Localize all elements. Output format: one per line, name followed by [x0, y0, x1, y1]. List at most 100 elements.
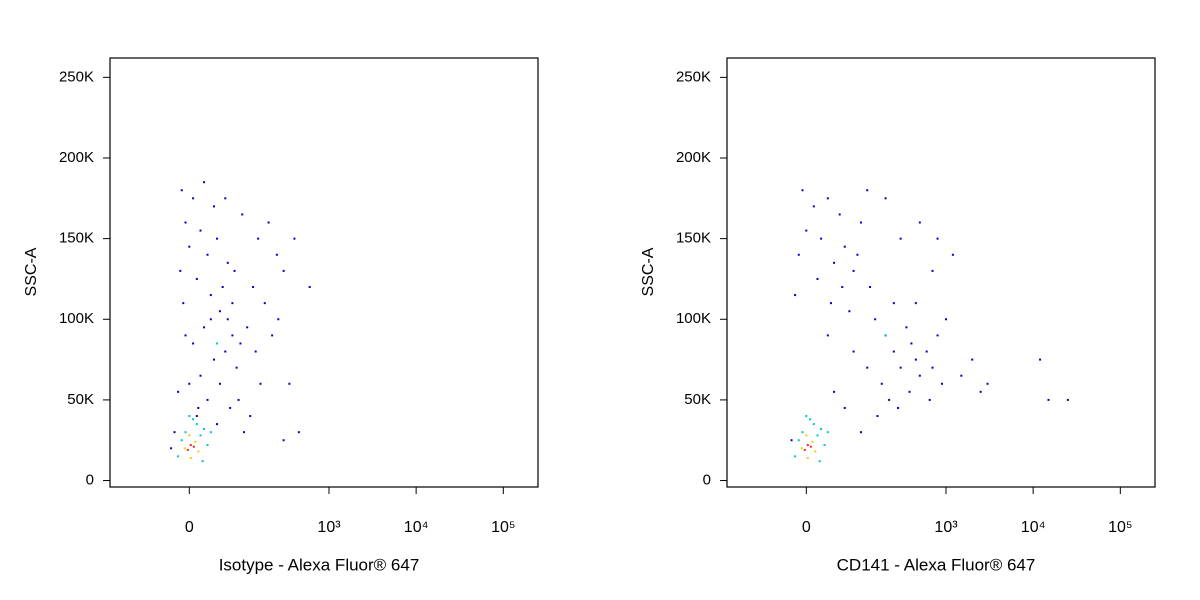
event-dot: [267, 221, 270, 224]
event-dot: [852, 350, 855, 353]
event-dot: [221, 286, 224, 289]
event-dot: [910, 342, 913, 345]
event-dot: [928, 398, 931, 401]
y-tick-label: 100K: [676, 310, 711, 327]
event-dot: [226, 261, 229, 264]
event-dot: [951, 253, 954, 256]
event-dot: [818, 460, 821, 463]
event-dot: [184, 221, 187, 224]
event-dot: [823, 444, 826, 447]
x-tick-label: 10³: [934, 519, 958, 536]
event-dot: [231, 334, 234, 337]
event-dot: [224, 350, 227, 353]
event-dot: [203, 181, 206, 184]
event-dot: [195, 423, 198, 426]
event-dot: [833, 261, 836, 264]
x-axis-label: Isotype - Alexa Fluor® 647: [219, 555, 420, 574]
event-dot: [797, 439, 800, 442]
event-dot: [271, 334, 274, 337]
event-dot: [173, 431, 176, 434]
event-dot: [233, 269, 236, 272]
event-dot: [197, 406, 200, 409]
plot-frame: [109, 57, 539, 488]
event-dot: [805, 415, 808, 418]
event-dot: [880, 382, 883, 385]
event-dot: [816, 277, 819, 280]
event-dot: [213, 205, 216, 208]
x-tick-label: 0: [185, 519, 194, 536]
y-tick-label: 200K: [59, 149, 94, 166]
event-dot: [192, 342, 195, 345]
event-dot: [183, 447, 186, 450]
event-dot: [297, 431, 300, 434]
event-dot: [801, 431, 804, 434]
x-axis-label: CD141 - Alexa Fluor® 647: [837, 555, 1036, 574]
event-dot: [231, 302, 234, 305]
event-dot: [805, 229, 808, 232]
event-dot: [263, 302, 266, 305]
y-axis-label: SSC-A: [640, 247, 657, 296]
event-dot: [189, 456, 192, 459]
event-dot: [177, 390, 180, 393]
event-dot: [892, 350, 895, 353]
event-dot: [170, 447, 173, 450]
event-dot: [833, 390, 836, 393]
event-dot: [203, 427, 206, 430]
plot-frame: [726, 57, 1156, 488]
event-dot: [801, 189, 804, 192]
event-dot: [229, 406, 232, 409]
event-dot: [224, 197, 227, 200]
x-tick-label: 10⁵: [491, 519, 515, 536]
event-dot: [194, 440, 197, 443]
event-dot: [884, 334, 887, 337]
event-dot: [180, 439, 183, 442]
event-dot: [206, 398, 209, 401]
y-tick-label: 0: [703, 472, 711, 489]
event-dot: [188, 245, 191, 248]
event-dot: [800, 447, 803, 450]
event-dot: [986, 382, 989, 385]
event-dot: [218, 382, 221, 385]
event-dot: [790, 439, 793, 442]
event-dot: [806, 456, 809, 459]
y-tick-label: 250K: [59, 68, 94, 85]
event-dot: [192, 418, 195, 421]
event-dot: [852, 269, 855, 272]
event-dot: [914, 358, 917, 361]
event-dot: [803, 448, 806, 451]
event-dot: [199, 374, 202, 377]
event-dot: [259, 382, 262, 385]
event-dot: [218, 310, 221, 313]
event-dot: [905, 326, 908, 329]
y-axis-label: SSC-A: [23, 247, 40, 296]
event-dot: [812, 423, 815, 426]
event-dot: [239, 342, 242, 345]
event-dot: [794, 455, 797, 458]
event-dot: [1039, 358, 1042, 361]
event-dot: [897, 406, 900, 409]
event-dot: [960, 374, 963, 377]
event-dot: [1066, 398, 1069, 401]
event-dot: [866, 189, 869, 192]
event-dot: [859, 431, 862, 434]
event-dot: [820, 237, 823, 240]
event-dot: [931, 269, 934, 272]
event-dot: [184, 334, 187, 337]
event-dot: [241, 213, 244, 216]
event-dot: [888, 398, 891, 401]
event-dot: [237, 398, 240, 401]
event-dot: [936, 237, 939, 240]
event-dot: [809, 418, 812, 421]
event-dot: [186, 448, 189, 451]
y-tick-label: 200K: [676, 149, 711, 166]
event-dot: [201, 460, 204, 463]
event-dot: [188, 434, 191, 437]
event-dot: [275, 253, 278, 256]
event-dot: [826, 334, 829, 337]
event-dot: [184, 431, 187, 434]
event-dot: [841, 286, 844, 289]
event-dot: [971, 358, 974, 361]
event-dot: [830, 302, 833, 305]
